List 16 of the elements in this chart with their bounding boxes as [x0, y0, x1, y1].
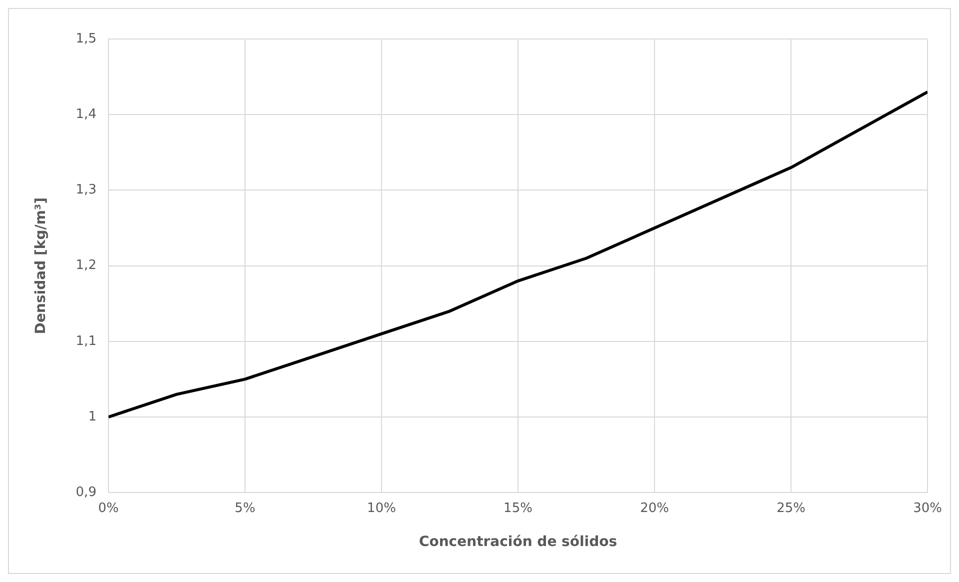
y-tick-label: 1,4: [76, 106, 96, 122]
y-tick-label: 1: [88, 409, 96, 424]
x-tick-label: 15%: [504, 500, 532, 516]
x-tick-label: 10%: [367, 500, 396, 516]
x-tick-label: 20%: [640, 500, 669, 516]
x-axis-title: Concentración de sólidos: [418, 534, 618, 550]
y-tick-label: 1,2: [76, 258, 96, 274]
x-tick-label: 0%: [98, 500, 119, 516]
x-tick-label: 25%: [776, 500, 806, 516]
x-tick-label: 5%: [234, 500, 256, 516]
y-tick-label: 1,1: [76, 334, 96, 349]
x-tick-label: 30%: [913, 500, 942, 516]
y-axis-title: Densidad [kg/m³]: [33, 198, 50, 334]
y-tick-label: 1,5: [76, 31, 96, 46]
y-tick-label: 0,9: [76, 484, 96, 500]
y-tick-label: 1,3: [76, 182, 96, 198]
